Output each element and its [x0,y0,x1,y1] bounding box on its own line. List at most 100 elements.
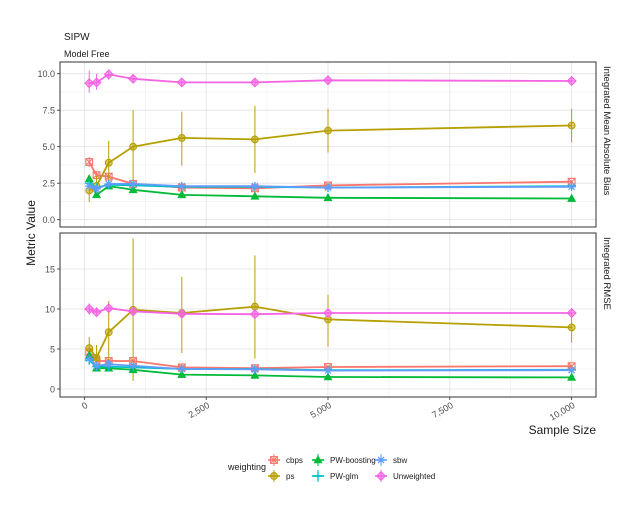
y-tick-label: 0 [50,385,55,395]
marker-plus [104,303,114,313]
data-point [250,135,259,144]
series-line [88,183,572,190]
data-point [250,302,259,311]
marker-triangle [323,192,333,202]
marker-plus [323,308,333,318]
marker-plus [567,308,576,318]
x-tick-label: 5,000 [308,400,333,420]
marker-star [376,455,386,465]
legend-label: Unweighted [393,472,435,481]
data-point [323,366,333,375]
y-tick-label: 10 [45,305,55,315]
marker-plus [104,70,114,79]
y-tick-label: 2.5 [42,179,55,189]
marker-triangle [177,190,187,199]
data-point [249,77,260,88]
data-point [567,193,577,202]
legend-key-marker [270,472,278,480]
data-point [103,69,114,80]
legend-label: PW-boosting [330,456,376,465]
marker-square [85,158,94,166]
data-point [177,133,186,142]
marker-plus [250,309,260,319]
panels: 0.0 2.5 5.0 7.5 10.0 Integrated Mean Absolute… [37,61,612,398]
marker-star [85,181,94,191]
marker-plus [323,75,333,85]
marker-star [104,179,113,189]
series-pw-boosting [84,173,577,202]
legend-label: cbps [286,456,303,465]
data-point [128,179,138,189]
marker-circle [104,158,113,167]
data-point [104,179,113,189]
data-point [323,372,333,381]
marker-plus [84,304,94,314]
legend-item-pw-boosting: PW-boosting [312,454,376,466]
x-axis: 0 2,500 5,000 7,500 10,000 [80,397,577,422]
marker-triangle [177,369,187,378]
data-point [567,323,576,332]
marker-circle [270,472,278,480]
y-tick-label: 0.0 [42,215,55,225]
data-point [249,309,260,320]
series-sbw [85,354,576,375]
data-point [322,307,334,319]
data-point [92,184,101,194]
legend-title: weighting [227,462,266,472]
marker-circle [250,302,259,311]
data-point [177,369,187,378]
panel-1: 0.0 2.5 5.0 7.5 10.0 Integrated Mean Absolute… [37,61,612,228]
data-point [84,78,95,89]
marker-triangle [567,193,577,202]
data-point [177,364,187,374]
marker-plus [250,78,260,87]
data-point [324,126,332,135]
marker-circle [250,135,259,144]
data-point [177,181,187,191]
marker-star [567,366,576,375]
marker-cross [92,171,101,179]
marker-plus [128,307,138,316]
marker-triangle [567,372,577,381]
marker-plus [567,76,576,86]
marker-plus [128,74,138,84]
data-point [567,182,576,192]
data-point [85,181,94,191]
data-point [250,365,260,374]
marker-circle [92,353,101,362]
series-line [88,305,572,360]
data-point [84,303,95,315]
data-point [91,307,102,318]
data-point [250,370,260,379]
data-point [567,121,576,130]
series-sbw [85,179,576,194]
marker-plus [313,471,323,481]
marker-star [85,354,94,363]
series-line [88,351,572,370]
marker-triangle [313,455,323,464]
series-unweighted [84,303,577,320]
legend-key-marker [376,455,386,465]
data-point [566,75,577,87]
data-point [85,158,94,166]
data-point [176,77,187,88]
marker-circle [324,126,332,135]
x-axis-label: Sample Size [529,423,597,437]
legend-item-sbw: sbw [375,454,407,466]
x-tick-label: 2,500 [187,400,212,420]
series-line [88,178,572,200]
data-point [104,360,113,369]
data-point [177,190,187,199]
legend-key-marker [313,471,323,481]
marker-star [92,361,101,370]
data-point [566,307,577,319]
y-axis-label: Metric Value [24,200,38,266]
marker-circle [567,121,576,130]
strip-label: Integrated Mean Absolute Bias [601,66,612,196]
legend: weighting cbps ps PW-boosting PW-glm sbw Unwe… [227,454,435,482]
marker-star [177,364,187,374]
data-point [91,77,102,88]
marker-cross [85,158,94,166]
y-tick-label: 10.0 [37,69,55,79]
legend-item-cbps: cbps [268,454,303,466]
